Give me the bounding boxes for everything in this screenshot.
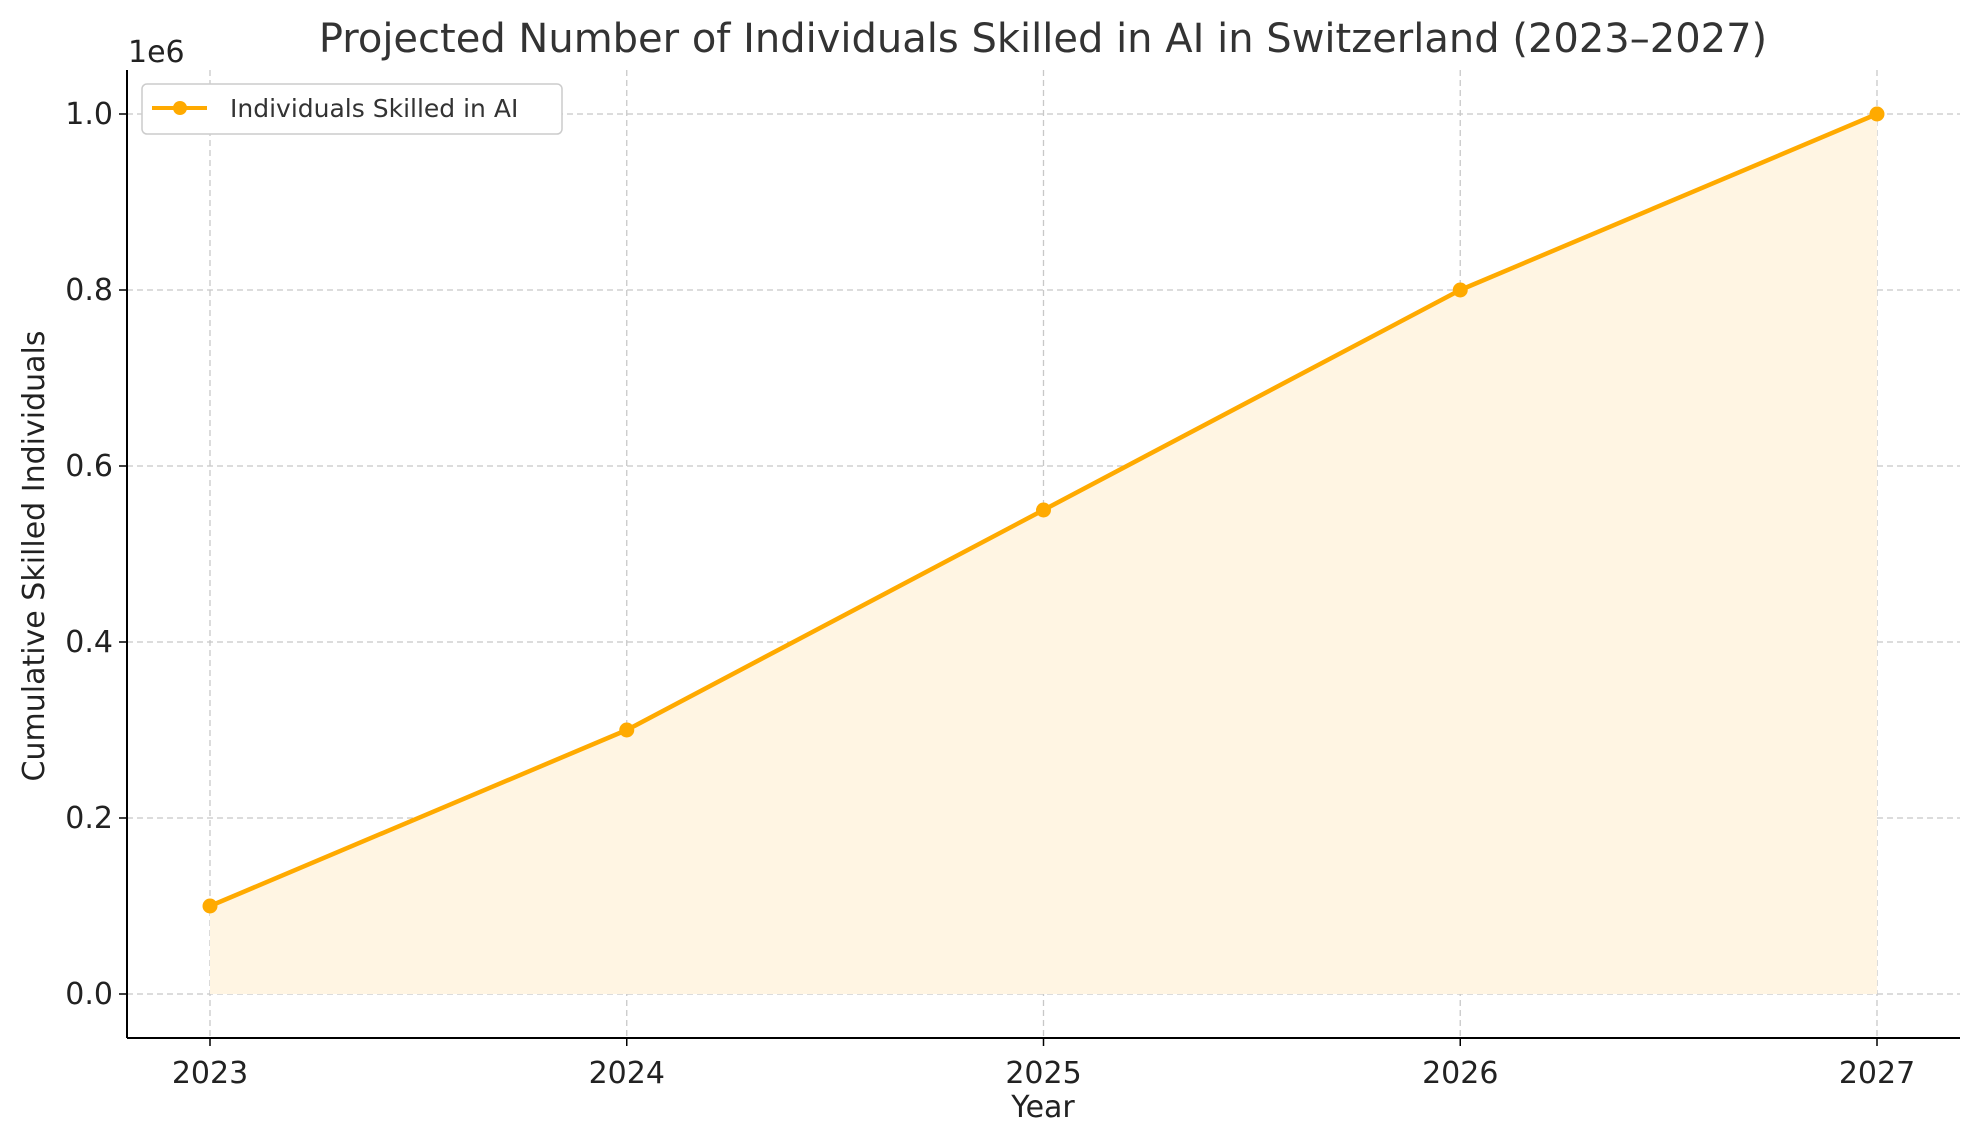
data-point [1036,502,1051,518]
area-fill [210,114,1877,994]
y-offset-label: 1e6 [128,35,185,70]
legend-box [141,83,563,135]
x-tick-label: 2025 [1005,1056,1081,1091]
legend-marker-swatch [173,101,187,115]
chart-title: Projected Number of Individuals Skilled … [319,16,1767,62]
legend: Individuals Skilled in AI [141,83,563,135]
x-ticks: 2023 2024 2025 2026 2027 [172,1038,1915,1091]
y-tick-label: 0.0 [65,977,113,1012]
data-point [202,898,218,914]
y-ticks: 0.0 0.2 0.4 0.6 0.8 1.0 [65,97,127,1012]
area-layer [210,114,1877,994]
y-tick-label: 0.6 [65,449,113,484]
x-tick-label: 2023 [172,1056,248,1091]
y-tick-label: 0.4 [65,625,113,660]
y-tick-label: 0.2 [65,801,113,836]
data-point [619,722,635,738]
points-layer [202,106,1885,914]
y-tick-label: 0.8 [65,273,113,308]
x-tick-label: 2026 [1422,1056,1498,1091]
y-axis-label: Cumulative Skilled Individuals [17,331,52,782]
y-tick-label: 1.0 [65,97,113,132]
x-axis-label: Year [1010,1090,1075,1125]
x-tick-label: 2024 [589,1056,665,1091]
data-point [1869,106,1885,122]
data-point [1452,282,1468,298]
x-tick-label: 2027 [1839,1056,1915,1091]
legend-label: Individuals Skilled in AI [230,94,518,123]
